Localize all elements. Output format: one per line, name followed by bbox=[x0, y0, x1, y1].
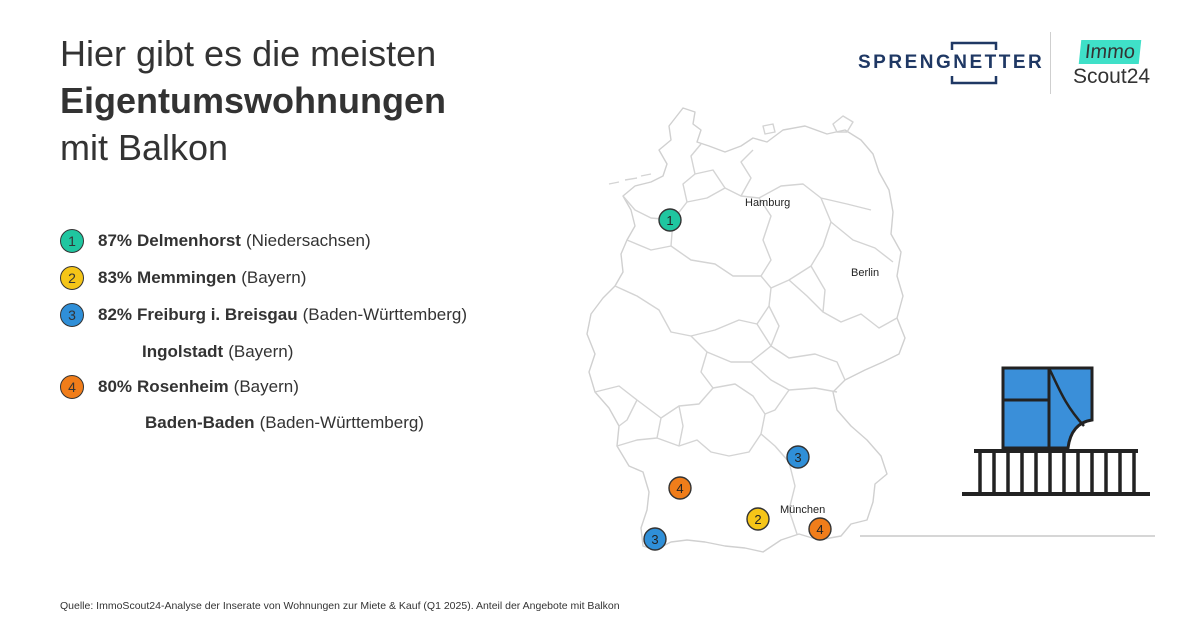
ranking-city: Memmingen bbox=[137, 268, 237, 287]
title-line-1: Hier gibt es die meisten bbox=[60, 33, 437, 74]
ranking-city: Baden-Baden bbox=[145, 413, 255, 432]
germany-map: Hamburg Berlin München 1 2 3 3 4 4 bbox=[586, 107, 906, 553]
map-marker-label: 4 bbox=[676, 481, 683, 496]
germany-outline bbox=[586, 107, 906, 553]
rank-badge: 2 bbox=[60, 266, 84, 290]
logo-divider bbox=[1050, 32, 1051, 94]
map-marker-memmingen: 2 bbox=[746, 507, 770, 531]
ranking-item: 4 80% Rosenheim (Bayern) bbox=[60, 374, 299, 400]
ranking-item: Baden-Baden (Baden-Württemberg) bbox=[145, 410, 424, 436]
immo-wordmark: Immo bbox=[1078, 40, 1142, 64]
balcony-illustration bbox=[860, 366, 1155, 537]
ranking-state: (Bayern) bbox=[228, 342, 294, 361]
ranking-city: Ingolstadt bbox=[142, 342, 224, 361]
map-label-muenchen: München bbox=[780, 504, 825, 516]
ranking-state: (Baden-Württemberg) bbox=[259, 413, 424, 432]
map-marker-label: 3 bbox=[651, 532, 658, 547]
page-title: Hier gibt es die meisten Eigentumswohnun… bbox=[60, 30, 446, 171]
map-marker-rosenheim: 4 bbox=[808, 517, 832, 541]
ranking-city: Freiburg i. Breisgau bbox=[137, 305, 298, 324]
rank-badge: 1 bbox=[60, 229, 84, 253]
ranking-percent: 82% bbox=[98, 305, 133, 324]
rank-badge: 3 bbox=[60, 303, 84, 327]
ranking-item: 3 82% Freiburg i. Breisgau (Baden-Württe… bbox=[60, 302, 467, 328]
map-label-berlin: Berlin bbox=[851, 267, 879, 279]
map-marker-freiburg: 3 bbox=[643, 527, 667, 551]
rank-badge: 4 bbox=[60, 375, 84, 399]
sprengnetter-wordmark: SPRENGNETTER bbox=[858, 52, 1045, 73]
ranking-item: 2 83% Memmingen (Bayern) bbox=[60, 265, 306, 291]
title-line-3: mit Balkon bbox=[60, 127, 229, 168]
ranking-percent: 80% bbox=[98, 377, 133, 396]
ranking-state: (Bayern) bbox=[233, 377, 299, 396]
sprengnetter-bracket-icon bbox=[950, 41, 998, 85]
map-marker-label: 1 bbox=[666, 213, 673, 228]
ranking-city: Rosenheim bbox=[137, 377, 229, 396]
map-label-hamburg: Hamburg bbox=[745, 197, 790, 209]
ranking-percent: 83% bbox=[98, 268, 133, 287]
title-line-2: Eigentumswohnungen bbox=[60, 80, 446, 121]
map-marker-delmenhorst: 1 bbox=[658, 208, 682, 232]
ranking-item: 1 87% Delmenhorst (Niedersachsen) bbox=[60, 228, 371, 254]
ranking-item: Ingolstadt (Bayern) bbox=[142, 339, 293, 365]
map-marker-ingolstadt: 3 bbox=[786, 445, 810, 469]
map-marker-label: 4 bbox=[816, 522, 823, 537]
map-marker-label: 2 bbox=[754, 512, 761, 527]
scout24-wordmark: Scout24 bbox=[1073, 65, 1151, 88]
map-marker-baden-baden: 4 bbox=[668, 476, 692, 500]
source-note: Quelle: ImmoScout24-Analyse der Inserate… bbox=[60, 600, 620, 612]
map-marker-label: 3 bbox=[794, 450, 801, 465]
ranking-state: (Baden-Württemberg) bbox=[302, 305, 468, 324]
ranking-percent: 87% bbox=[98, 231, 133, 250]
ranking-state: (Bayern) bbox=[241, 268, 307, 287]
ranking-city: Delmenhorst bbox=[137, 231, 241, 250]
ranking-state: (Niedersachsen) bbox=[245, 231, 371, 250]
